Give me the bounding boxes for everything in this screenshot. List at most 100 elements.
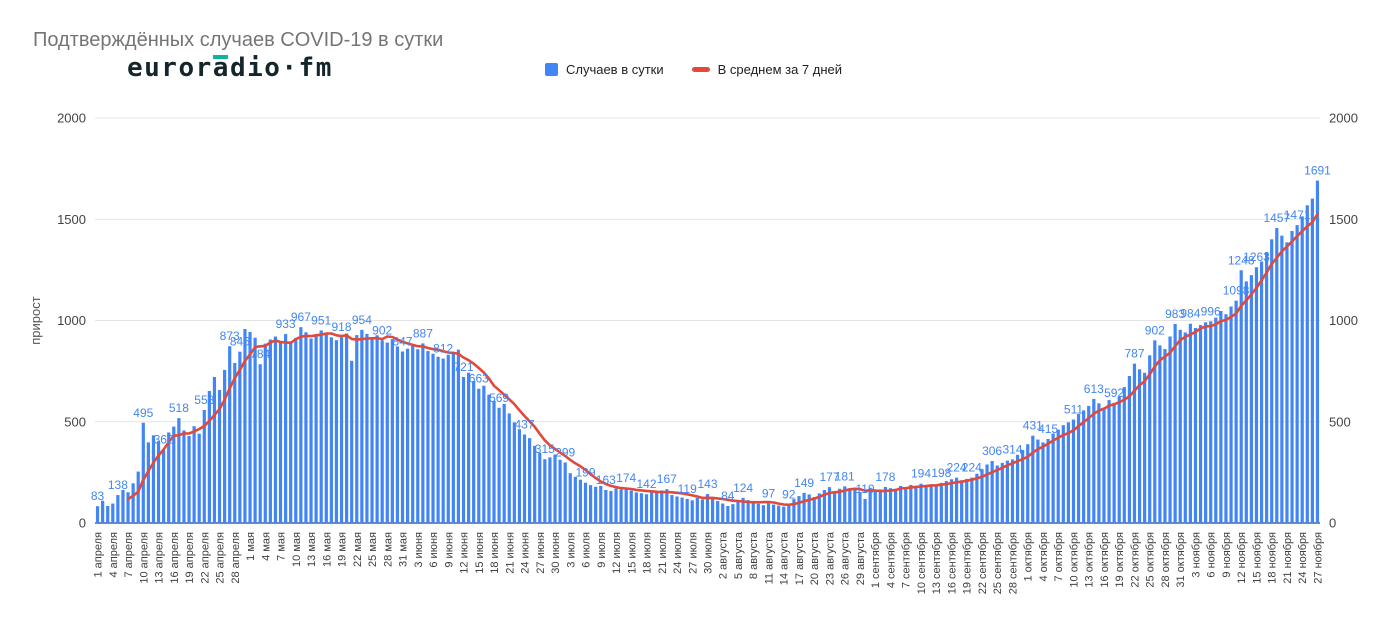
bar[interactable] [705, 494, 710, 523]
bar[interactable] [965, 478, 969, 523]
bar[interactable] [446, 354, 450, 523]
bar[interactable] [751, 502, 755, 523]
bar[interactable] [822, 489, 827, 523]
bar[interactable] [1234, 300, 1238, 523]
bar[interactable] [990, 461, 994, 523]
bar[interactable] [1168, 336, 1172, 524]
bar[interactable] [1224, 314, 1228, 523]
bar[interactable] [324, 333, 328, 523]
bar[interactable] [1259, 261, 1264, 523]
bar[interactable] [1076, 414, 1081, 523]
bar[interactable] [649, 491, 654, 523]
bar[interactable] [1305, 205, 1309, 523]
bar[interactable] [980, 469, 984, 523]
bar[interactable] [670, 495, 674, 523]
bar[interactable] [1148, 355, 1152, 523]
bar[interactable] [929, 484, 933, 523]
bar[interactable] [436, 356, 440, 523]
bar[interactable] [644, 494, 649, 523]
bar[interactable] [1092, 398, 1096, 523]
bar[interactable] [299, 327, 303, 523]
bar[interactable] [482, 385, 486, 523]
bar[interactable] [467, 372, 471, 523]
bar[interactable] [116, 495, 120, 523]
bar[interactable] [390, 339, 394, 523]
bar[interactable] [1300, 216, 1304, 524]
bar[interactable] [1031, 435, 1035, 523]
bar[interactable] [111, 503, 115, 523]
bar[interactable] [406, 348, 410, 523]
bar[interactable] [217, 389, 222, 523]
bar[interactable] [1046, 438, 1050, 523]
bar[interactable] [614, 488, 618, 523]
bar[interactable] [777, 505, 781, 523]
legend-item-daily-cases[interactable]: Случаев в сутки [544, 62, 664, 77]
bar[interactable] [151, 435, 156, 523]
bar[interactable] [1254, 267, 1259, 523]
bar[interactable] [568, 473, 572, 523]
bar[interactable] [360, 329, 364, 523]
bar[interactable] [843, 486, 847, 523]
bar[interactable] [1229, 306, 1233, 523]
bar[interactable] [212, 377, 217, 523]
bar[interactable] [863, 498, 867, 523]
bar[interactable] [914, 486, 918, 523]
bar[interactable] [370, 338, 374, 523]
bar[interactable] [1102, 407, 1106, 523]
bar[interactable] [731, 504, 735, 523]
bar[interactable] [1137, 369, 1142, 523]
bar[interactable] [1209, 321, 1213, 523]
bar[interactable] [136, 471, 140, 523]
bar[interactable] [1219, 310, 1223, 523]
bar[interactable] [502, 403, 506, 523]
bar[interactable] [573, 476, 577, 523]
bar[interactable] [1204, 322, 1208, 523]
bar[interactable] [634, 492, 638, 523]
bar[interactable] [294, 337, 298, 523]
bar[interactable] [319, 330, 323, 523]
bar[interactable] [939, 482, 943, 523]
bar[interactable] [700, 499, 705, 523]
bar[interactable] [1005, 460, 1009, 523]
bar[interactable] [609, 491, 613, 523]
bar[interactable] [1295, 225, 1299, 523]
bar[interactable] [162, 449, 166, 523]
bar[interactable] [1087, 405, 1091, 523]
bar[interactable] [223, 369, 227, 523]
bar[interactable] [553, 454, 557, 523]
bar[interactable] [629, 490, 633, 523]
bar[interactable] [329, 337, 333, 523]
bar[interactable] [858, 492, 862, 523]
bar[interactable] [146, 442, 150, 523]
bar[interactable] [1249, 275, 1253, 523]
bar[interactable] [472, 381, 476, 523]
bar[interactable] [304, 332, 308, 523]
bar[interactable] [924, 485, 928, 523]
bar[interactable] [1127, 375, 1131, 523]
bar[interactable] [1117, 396, 1121, 523]
bar[interactable] [1122, 387, 1126, 523]
bar[interactable] [380, 340, 384, 523]
bar[interactable] [746, 500, 750, 523]
bar[interactable] [883, 486, 887, 523]
bar[interactable] [375, 335, 379, 523]
bar[interactable] [284, 334, 288, 523]
bar[interactable] [1036, 439, 1040, 523]
bar[interactable] [949, 479, 954, 523]
bar[interactable] [761, 505, 766, 523]
bar[interactable] [1082, 410, 1086, 523]
bar[interactable] [878, 489, 882, 523]
bar[interactable] [899, 485, 903, 523]
bar[interactable] [543, 459, 547, 523]
bar[interactable] [192, 426, 196, 523]
bar[interactable] [1066, 422, 1070, 523]
bar[interactable] [487, 394, 491, 523]
bar[interactable] [289, 341, 293, 523]
bar[interactable] [838, 488, 842, 523]
bar[interactable] [421, 343, 425, 523]
bar[interactable] [426, 351, 430, 523]
bar[interactable] [334, 340, 339, 523]
bar[interactable] [604, 489, 608, 523]
bar[interactable] [954, 477, 959, 523]
